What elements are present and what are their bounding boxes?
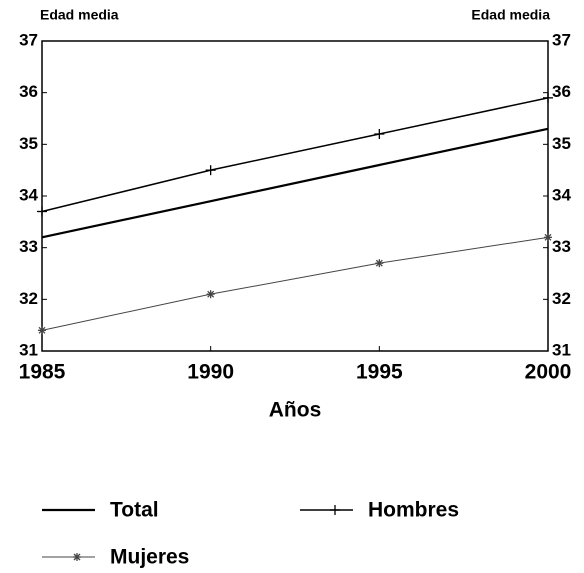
marker <box>375 259 384 268</box>
y2-tick-label: 33 <box>552 237 571 256</box>
x-axis-label: Años <box>269 399 322 422</box>
y-tick-label: 36 <box>19 82 38 101</box>
y-tick-label: 37 <box>19 30 38 49</box>
y2-tick-label: 35 <box>552 134 571 153</box>
y2-tick-label: 32 <box>552 289 571 308</box>
x-tick-label: 1995 <box>356 361 403 384</box>
marker <box>38 326 46 335</box>
plot-frame <box>41 40 549 352</box>
legend-label: Total <box>110 499 159 522</box>
y-tick-label: 33 <box>19 237 38 256</box>
y2-axis-label: Edad media <box>471 7 550 23</box>
y2-tick-label: 34 <box>552 185 571 204</box>
y-tick-label: 34 <box>19 185 38 204</box>
line <box>41 97 549 213</box>
x-tick-label: 1990 <box>187 361 234 384</box>
marker <box>206 290 215 299</box>
y-axis-label: Edad media <box>40 7 119 23</box>
line <box>41 236 549 331</box>
marker <box>544 233 552 242</box>
y2-tick-label: 37 <box>552 30 571 49</box>
x-tick-label: 2000 <box>525 361 572 384</box>
line <box>41 127 549 239</box>
y2-tick-label: 36 <box>552 82 571 101</box>
x-tick-label: 1985 <box>19 361 66 384</box>
y2-tick-label: 31 <box>552 340 571 359</box>
legend-marker <box>73 553 81 561</box>
legend-marker <box>330 505 340 515</box>
marker <box>543 92 553 103</box>
marker <box>205 165 216 176</box>
marker <box>37 206 47 217</box>
y-tick-label: 31 <box>19 340 38 359</box>
y-tick-label: 35 <box>19 134 38 153</box>
marker <box>374 129 385 139</box>
legend-label: Mujeres <box>110 546 189 569</box>
legend-label: Hombres <box>368 499 459 522</box>
y-tick-label: 32 <box>19 289 38 308</box>
